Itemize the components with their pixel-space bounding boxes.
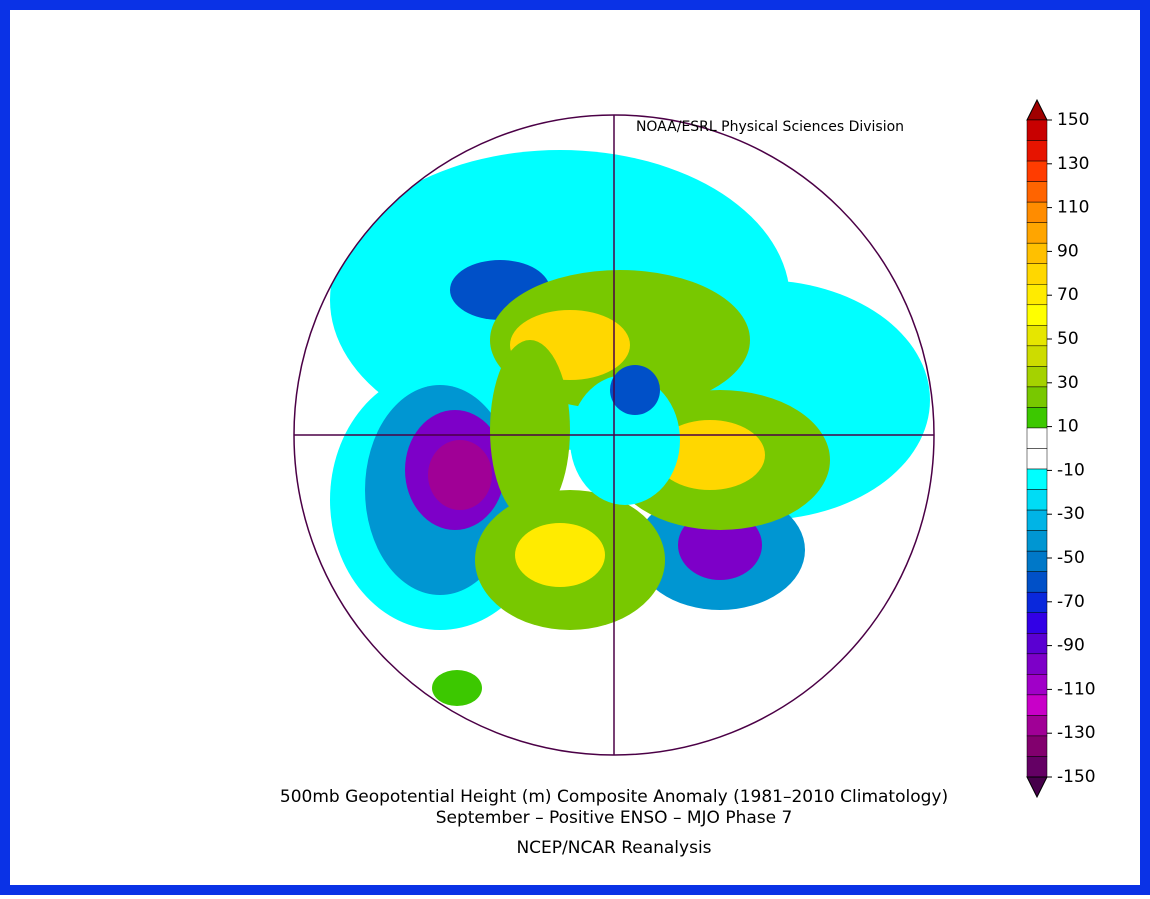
colorbar-bin [1026,633,1048,655]
colorbar-bin [1026,468,1048,490]
colorbar-bin [1026,735,1048,757]
colorbar-bin [1026,448,1048,470]
colorbar-label: -10 [1057,460,1085,480]
colorbar-bin [1026,653,1048,675]
colorbar-label: 130 [1057,154,1089,174]
colorbar-bin [1026,756,1048,778]
colorbar-bin [1026,550,1048,572]
colorbar-label: -110 [1057,679,1096,699]
caption-subtitle: September – Positive ENSO – MJO Phase 7 [436,808,793,828]
colorbar-bin [1026,201,1048,223]
globe-outline [293,114,935,756]
colorbar-bin [1026,325,1048,347]
colorbar-bin [1026,694,1048,716]
colorbar-bin [1026,140,1048,162]
colorbar-label: -130 [1057,723,1096,743]
colorbar-bin [1026,263,1048,285]
colorbar-bin [1026,571,1048,593]
colorbar-bin [1026,386,1048,408]
colorbar-label: 70 [1057,285,1079,305]
colorbar-label: -70 [1057,592,1085,612]
colorbar-bin [1026,222,1048,244]
colorbar-bin [1026,119,1048,141]
colorbar-label: -90 [1057,636,1085,656]
colorbar-bin [1026,612,1048,634]
caption-title: 500mb Geopotential Height (m) Composite … [280,787,948,807]
anomaly-field [294,115,934,755]
caption-source: NCEP/NCAR Reanalysis [516,838,711,858]
colorbar-bin [1026,304,1048,326]
colorbar-bin [1026,591,1048,613]
colorbar-label: -30 [1057,504,1085,524]
colorbar-bin [1026,366,1048,388]
colorbar-bin [1026,427,1048,449]
colorbar-bin [1026,674,1048,696]
colorbar-label: 150 [1057,110,1089,130]
colorbar-label: 30 [1057,373,1079,393]
colorbar-bin [1026,489,1048,511]
colorbar-bin [1026,284,1048,306]
colorbar-bin [1026,715,1048,737]
colorbar: 150 130 110 90 70 50 30 10 -10 -30 -50 -70 -90 -110 -1… [1026,98,1096,799]
colorbar-bin [1026,181,1048,203]
colorbar-label: -150 [1057,767,1096,787]
colorbar-label: 50 [1057,329,1079,349]
colorbar-label: -50 [1057,548,1085,568]
colorbar-bin [1026,345,1048,367]
colorbar-bin [1026,407,1048,429]
colorbar-label: 10 [1057,417,1079,437]
colorbar-bin [1026,242,1048,264]
colorbar-bin [1026,530,1048,552]
colorbar-label: 110 [1057,198,1089,218]
credit: NOAA/ESRL Physical Sciences Division [636,119,904,135]
colorbar-arrow [1026,776,1048,799]
colorbar-label: 90 [1057,241,1079,261]
colorbar-bin [1026,509,1048,531]
colorbar-bin [1026,160,1048,182]
